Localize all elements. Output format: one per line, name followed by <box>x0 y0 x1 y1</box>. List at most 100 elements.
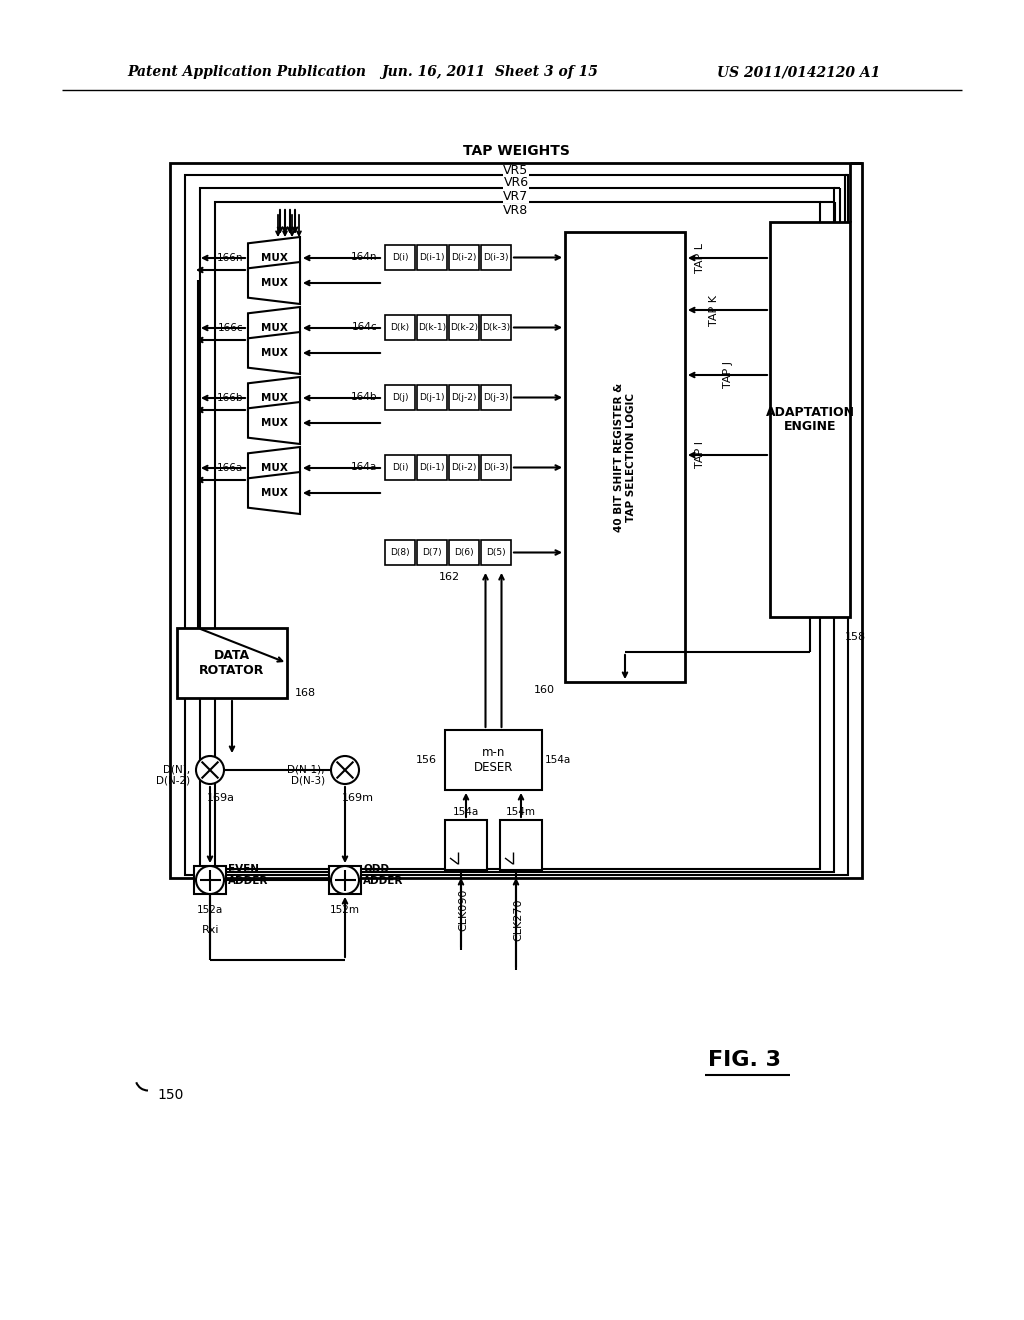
Bar <box>481 315 511 341</box>
Text: D(k-1): D(k-1) <box>418 323 446 333</box>
Polygon shape <box>248 403 300 444</box>
Text: VR5: VR5 <box>504 165 528 177</box>
Text: 156: 156 <box>416 755 437 766</box>
Text: DATA
ROTATOR: DATA ROTATOR <box>200 649 264 677</box>
Bar <box>481 385 511 411</box>
Text: D(N),
D(N-2): D(N), D(N-2) <box>156 764 190 785</box>
Text: D(k-2): D(k-2) <box>450 323 478 333</box>
Text: 40 BIT SHIFT REGISTER &
TAP SELECTION LOGIC: 40 BIT SHIFT REGISTER & TAP SELECTION LO… <box>614 383 636 532</box>
Text: MUX: MUX <box>260 253 288 263</box>
Bar <box>481 246 511 271</box>
Text: VR7: VR7 <box>504 190 528 202</box>
Text: TAP WEIGHTS: TAP WEIGHTS <box>463 144 569 158</box>
Bar <box>417 315 447 341</box>
Text: D(i-3): D(i-3) <box>483 253 509 261</box>
Polygon shape <box>248 378 300 418</box>
Text: MUX: MUX <box>260 418 288 428</box>
Text: m-n
DESER: m-n DESER <box>474 746 513 774</box>
Bar <box>170 162 862 878</box>
Polygon shape <box>248 447 300 488</box>
Text: D(i-1): D(i-1) <box>419 253 444 261</box>
Text: EVEN
ADDER: EVEN ADDER <box>228 865 268 886</box>
Text: D(8): D(8) <box>390 548 410 557</box>
Polygon shape <box>248 473 300 513</box>
Circle shape <box>331 756 359 784</box>
Text: TAP L: TAP L <box>695 243 705 273</box>
Text: MUX: MUX <box>260 463 288 473</box>
Bar <box>445 730 542 789</box>
Bar <box>417 385 447 411</box>
Bar <box>481 540 511 565</box>
Bar <box>385 315 415 341</box>
Text: D(i-2): D(i-2) <box>452 253 477 261</box>
Bar <box>449 540 479 565</box>
Text: CLK090: CLK090 <box>458 888 468 931</box>
Text: D(k): D(k) <box>390 323 410 333</box>
Bar <box>770 222 850 616</box>
Text: FIG. 3: FIG. 3 <box>709 1049 781 1071</box>
Text: Patent Application Publication: Patent Application Publication <box>127 65 366 79</box>
Text: D(i-3): D(i-3) <box>483 463 509 473</box>
Text: TAP K: TAP K <box>709 294 719 326</box>
Circle shape <box>331 866 359 894</box>
Text: 162: 162 <box>438 572 460 582</box>
Text: D(j-1): D(j-1) <box>419 393 444 403</box>
Text: 169m: 169m <box>342 793 374 803</box>
Bar <box>385 455 415 480</box>
Polygon shape <box>248 308 300 348</box>
Text: 160: 160 <box>534 685 555 696</box>
Text: 158: 158 <box>845 632 866 642</box>
Text: TAP J: TAP J <box>723 362 733 388</box>
Circle shape <box>196 756 224 784</box>
Text: 154a: 154a <box>545 755 571 766</box>
Bar <box>417 246 447 271</box>
Text: 168: 168 <box>295 688 316 698</box>
Text: MUX: MUX <box>260 393 288 403</box>
Bar <box>565 232 685 682</box>
Text: MUX: MUX <box>260 348 288 358</box>
Bar <box>449 246 479 271</box>
Bar <box>329 866 361 894</box>
Text: 166b: 166b <box>216 393 243 403</box>
Text: 164a: 164a <box>351 462 377 473</box>
Bar <box>194 866 226 894</box>
Bar <box>385 540 415 565</box>
Text: 164b: 164b <box>350 392 377 403</box>
Text: D(j): D(j) <box>392 393 409 403</box>
Text: 169a: 169a <box>207 793 234 803</box>
Bar <box>385 385 415 411</box>
Bar <box>385 246 415 271</box>
Text: D(i-2): D(i-2) <box>452 463 477 473</box>
Text: MUX: MUX <box>260 323 288 333</box>
Text: TAP I: TAP I <box>695 441 705 469</box>
Text: ADAPTATION
ENGINE: ADAPTATION ENGINE <box>766 405 854 433</box>
Bar <box>449 315 479 341</box>
Text: US 2011/0142120 A1: US 2011/0142120 A1 <box>717 65 880 79</box>
Polygon shape <box>248 238 300 279</box>
Text: Rxi: Rxi <box>202 925 219 935</box>
Text: Jun. 16, 2011  Sheet 3 of 15: Jun. 16, 2011 Sheet 3 of 15 <box>382 65 598 79</box>
Text: 164c: 164c <box>351 322 377 333</box>
Polygon shape <box>248 333 300 374</box>
Text: D(i): D(i) <box>392 253 409 261</box>
Text: CLK270: CLK270 <box>513 899 523 941</box>
Text: 166n: 166n <box>216 253 243 263</box>
Text: 152m: 152m <box>330 906 360 915</box>
Text: MUX: MUX <box>260 279 288 288</box>
Text: D(j-3): D(j-3) <box>483 393 509 403</box>
Polygon shape <box>248 261 300 304</box>
Text: 152a: 152a <box>197 906 223 915</box>
Text: D(j-2): D(j-2) <box>452 393 477 403</box>
Bar <box>215 202 820 869</box>
Text: ODD
ADDER: ODD ADDER <box>362 865 403 886</box>
Bar <box>200 187 834 873</box>
Text: 166c: 166c <box>217 323 243 333</box>
Text: D(i): D(i) <box>392 463 409 473</box>
Bar <box>445 820 487 870</box>
Text: 150: 150 <box>157 1088 183 1102</box>
Text: D(N-1),
D(N-3): D(N-1), D(N-3) <box>288 764 325 785</box>
Bar <box>417 540 447 565</box>
Bar <box>449 455 479 480</box>
Text: D(6): D(6) <box>455 548 474 557</box>
Text: D(5): D(5) <box>486 548 506 557</box>
